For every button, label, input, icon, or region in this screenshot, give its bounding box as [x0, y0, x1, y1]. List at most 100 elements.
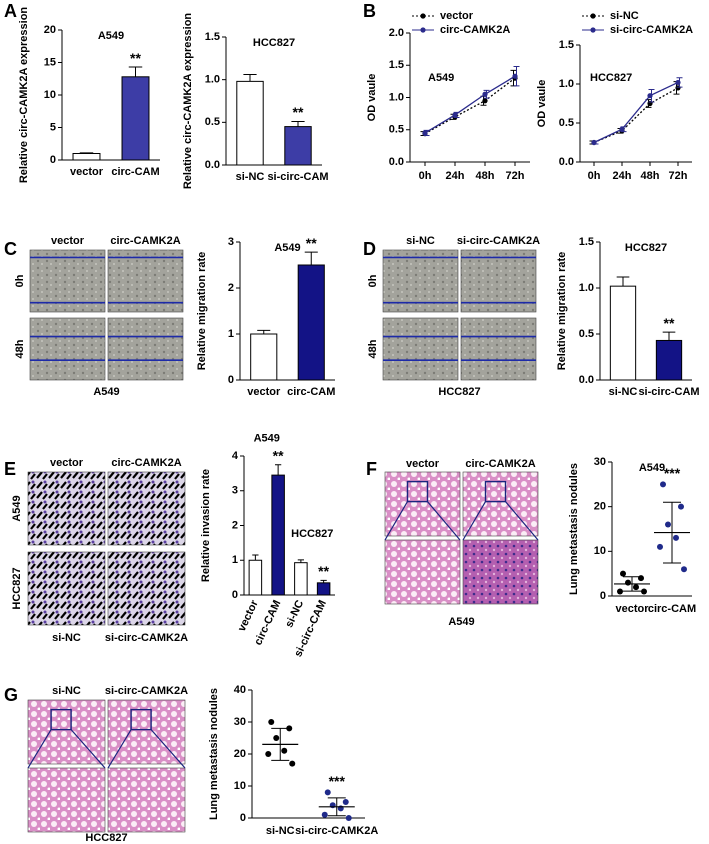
significance: ** — [318, 563, 329, 579]
error-bar — [297, 559, 305, 563]
x-tick-label: circ-CAM — [111, 166, 159, 178]
y-tick-label: 0 — [232, 589, 238, 601]
bar — [655, 339, 683, 381]
y-tick-label: 1 — [232, 554, 238, 566]
zoom-line — [107, 729, 132, 769]
y-tick-label: 0.5 — [389, 124, 404, 136]
y-axis-label: Relative circ-CAMK2A expression — [182, 13, 194, 190]
micrograph — [27, 471, 106, 546]
micrograph-column-label: vector — [50, 457, 84, 469]
chart-title: A549 — [639, 462, 665, 474]
micrograph-row-label: 48h — [367, 339, 379, 358]
zoom-line — [70, 729, 106, 769]
y-tick-label: 1 — [228, 328, 234, 340]
point — [681, 566, 687, 573]
y-tick-label: 0 — [600, 590, 606, 602]
x-tick-label: 24h — [613, 170, 632, 182]
y-tick-label: 10 — [594, 545, 606, 557]
micrograph-row-label: HCC827 — [11, 567, 23, 609]
x-tick-label: 72h — [669, 170, 688, 182]
error-bar — [252, 554, 259, 561]
point — [268, 719, 275, 725]
zoom-line — [150, 729, 186, 769]
point — [482, 98, 488, 104]
chart-title: A549 — [98, 30, 124, 42]
legend-marker — [590, 27, 596, 33]
y-tick-label: 2 — [232, 519, 238, 531]
legend-label: si-circ-CAMK2A — [610, 24, 693, 36]
point — [281, 747, 288, 754]
micrograph — [462, 539, 539, 605]
y-tick-label: 0.5 — [579, 328, 594, 340]
cell-line-label: HCC827 — [590, 72, 632, 84]
y-tick-label: 20 — [234, 748, 246, 760]
point — [625, 579, 631, 586]
x-tick-label: 48h — [476, 170, 495, 182]
y-tick-label: 1.5 — [559, 39, 574, 51]
significance: ** — [306, 235, 317, 251]
y-tick-label: 2.0 — [389, 27, 404, 39]
significance: ** — [293, 104, 304, 120]
y-tick-label: 10 — [234, 780, 246, 792]
bar — [121, 76, 150, 161]
panel-letter: B — [363, 1, 376, 21]
point — [675, 79, 681, 86]
bar — [72, 153, 101, 161]
micrograph-column-label: circ-CAMK2A — [111, 457, 181, 469]
sd-bar — [623, 576, 641, 592]
sd-bar — [327, 797, 346, 817]
bar — [271, 474, 285, 596]
point — [324, 789, 331, 796]
panel-letter: G — [4, 685, 18, 705]
y-axis-label: Relative migration rate — [556, 252, 568, 371]
legend-marker — [420, 13, 426, 19]
panel-letter: A — [4, 1, 17, 21]
x-tick-label: 24h — [446, 170, 465, 182]
point — [638, 575, 644, 582]
x-tick-label: si-circ-CAM — [267, 171, 328, 183]
bar — [248, 559, 263, 596]
zoom-box — [406, 480, 429, 503]
significance: ** — [664, 315, 675, 331]
micrograph — [29, 249, 106, 313]
point — [641, 588, 647, 595]
micrograph-row-label: 0h — [14, 274, 26, 287]
micrograph-caption: HCC827 — [85, 832, 127, 844]
micrograph-row-label: 48h — [14, 339, 26, 358]
micrograph-column-label: circ-CAMK2A — [110, 235, 180, 247]
micrograph-column-label: si-circ-CAMK2A — [105, 685, 188, 697]
y-tick-label: 20 — [594, 501, 606, 513]
bar — [236, 80, 264, 166]
x-tick-label: circ-CAM — [287, 386, 335, 398]
legend-marker — [420, 27, 426, 33]
y-tick-label: 0 — [228, 374, 234, 386]
legend-label: vector — [440, 10, 474, 22]
point — [647, 93, 653, 99]
bar — [316, 582, 331, 596]
micrograph-column-label: si-NC — [52, 685, 81, 697]
y-tick-label: 1.5 — [579, 236, 594, 248]
significance: ** — [273, 447, 284, 463]
y-axis-label: Lung metastasis nodules — [208, 688, 220, 820]
zoom-line — [427, 501, 461, 541]
y-axis-label: OD vaule — [366, 74, 378, 122]
line — [424, 77, 516, 135]
error-bar — [274, 464, 282, 476]
point — [591, 139, 597, 146]
micrograph — [107, 317, 184, 381]
micrograph-column-label: vector — [406, 458, 440, 470]
x-tick-label: vector — [70, 166, 104, 178]
panel-letter: C — [4, 239, 17, 259]
legend-label: circ-CAMK2A — [440, 24, 510, 36]
y-tick-label: 1.0 — [205, 74, 220, 86]
line — [424, 75, 516, 134]
x-tick-label: 72h — [506, 170, 525, 182]
panel-letter: D — [363, 239, 376, 259]
micrograph — [107, 551, 186, 626]
y-tick-label: 1.0 — [579, 282, 594, 294]
x-tick-label: circ-CAM — [648, 603, 696, 615]
legend-marker — [590, 13, 596, 19]
chart-title: A549 — [274, 242, 300, 254]
micrograph-column-label: vector — [51, 235, 85, 247]
